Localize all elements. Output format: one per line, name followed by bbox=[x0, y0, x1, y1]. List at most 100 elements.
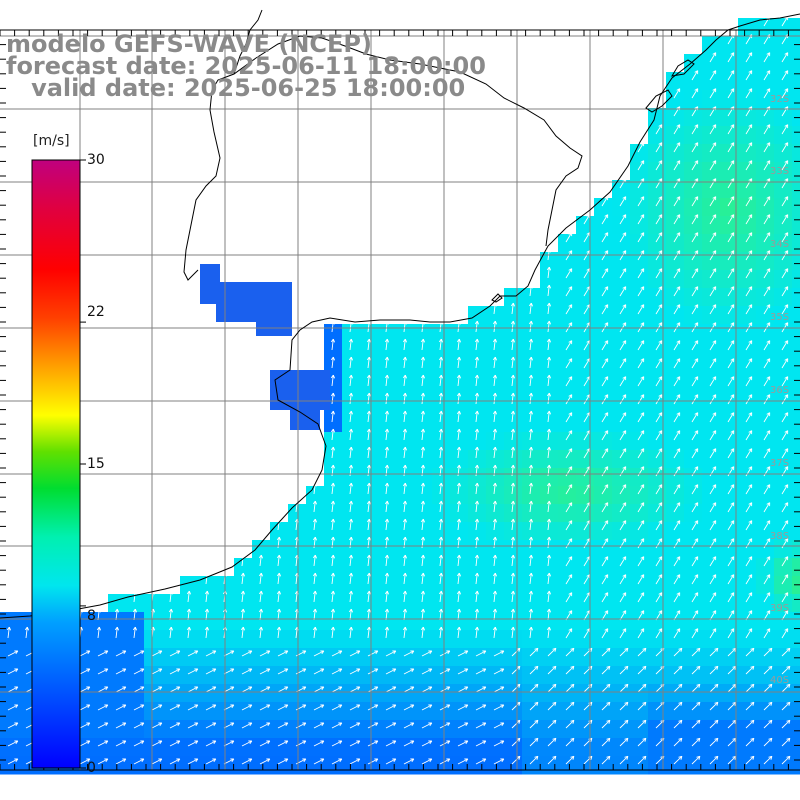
wind-arrow bbox=[673, 737, 683, 747]
wind-speed-cell bbox=[792, 558, 800, 577]
wind-arrow-head bbox=[368, 446, 372, 451]
wind-arrow-head bbox=[658, 124, 662, 127]
wind-arrow bbox=[727, 484, 735, 495]
wind-arrow bbox=[727, 683, 737, 693]
wind-arrow-head bbox=[528, 446, 532, 451]
wind-speed-cell bbox=[720, 720, 739, 739]
wind-arrow bbox=[511, 411, 514, 423]
wind-arrow-head bbox=[590, 720, 593, 724]
wind-arrow bbox=[745, 268, 753, 279]
wind-speed-cell bbox=[504, 630, 523, 649]
wind-speed-cell bbox=[288, 504, 307, 523]
wind-arrow-head bbox=[748, 106, 752, 109]
wind-arrow-head bbox=[530, 302, 534, 307]
wind-speed-cell bbox=[468, 306, 487, 325]
wind-arrow-head bbox=[422, 500, 426, 505]
wind-arrow-head bbox=[242, 626, 246, 631]
wind-arrow-head bbox=[384, 554, 388, 559]
wind-arrow-head bbox=[492, 428, 496, 433]
wind-speed-cell bbox=[612, 594, 631, 613]
wind-speed-cell bbox=[594, 324, 613, 343]
wind-arrow bbox=[457, 627, 460, 639]
wind-speed-cell bbox=[666, 756, 685, 775]
wind-arrow-head bbox=[696, 719, 701, 722]
wind-arrow bbox=[709, 556, 717, 567]
wind-speed-cell bbox=[594, 486, 613, 505]
wind-speed-cell bbox=[648, 594, 667, 613]
wind-arrow-head bbox=[456, 464, 460, 469]
wind-arrow bbox=[601, 701, 611, 711]
wind-arrow bbox=[619, 214, 627, 225]
wind-arrow-head bbox=[676, 322, 680, 325]
wind-arrow-head bbox=[195, 704, 199, 709]
wind-arrow bbox=[457, 686, 469, 693]
wind-arrow-head bbox=[260, 572, 264, 577]
wind-arrow-head bbox=[518, 666, 521, 670]
wind-speed-cell bbox=[684, 504, 703, 523]
wind-arrow-head bbox=[766, 610, 770, 613]
wind-arrow bbox=[367, 393, 370, 405]
wind-speed-cell bbox=[702, 648, 721, 667]
wind-arrow-head bbox=[678, 683, 683, 686]
wind-speed-cell bbox=[738, 684, 757, 703]
wind-arrow-head bbox=[712, 628, 716, 631]
wind-speed-cell bbox=[432, 486, 451, 505]
wind-speed-cell bbox=[738, 54, 757, 73]
wind-arrow-head bbox=[730, 358, 734, 361]
wind-speed-cell bbox=[540, 702, 559, 721]
wind-arrow-head bbox=[87, 722, 91, 727]
wind-arrow bbox=[565, 520, 573, 531]
wind-arrow-head bbox=[240, 626, 244, 631]
wind-arrow bbox=[637, 340, 645, 351]
wind-arrow-head bbox=[321, 722, 325, 727]
wind-arrow bbox=[655, 502, 663, 513]
wind-arrow-head bbox=[350, 374, 354, 379]
wind-arrow-head bbox=[766, 412, 770, 415]
wind-speed-cell bbox=[630, 522, 649, 541]
wind-arrow bbox=[205, 704, 217, 711]
wind-arrow bbox=[583, 286, 591, 297]
wind-speed-cell bbox=[702, 540, 721, 559]
wind-speed-cell bbox=[576, 450, 595, 469]
wind-speed-cell bbox=[504, 324, 523, 343]
wind-arrow-head bbox=[732, 665, 737, 668]
wind-arrow bbox=[601, 737, 611, 747]
wind-arrow bbox=[745, 647, 755, 657]
wind-arrow-head bbox=[411, 722, 415, 727]
wind-speed-cell bbox=[360, 540, 379, 559]
wind-arrow-head bbox=[177, 704, 181, 709]
wind-speed-cell bbox=[738, 162, 757, 181]
wind-arrow bbox=[511, 429, 514, 441]
wind-arrow-head bbox=[330, 356, 334, 361]
wind-arrow bbox=[385, 722, 397, 729]
wind-arrow-head bbox=[494, 356, 498, 361]
wind-arrow bbox=[727, 574, 735, 585]
wind-arrow bbox=[637, 592, 645, 603]
wind-arrow bbox=[619, 196, 627, 207]
wind-arrow-head bbox=[231, 722, 235, 727]
wind-arrow bbox=[655, 358, 663, 369]
wind-arrow-head bbox=[168, 626, 172, 631]
wind-arrow-head bbox=[332, 374, 336, 379]
wind-speed-cell bbox=[756, 18, 775, 37]
wind-arrow bbox=[421, 740, 433, 747]
wind-speed-cell bbox=[522, 468, 541, 487]
wind-arrow-head bbox=[752, 756, 755, 760]
wind-arrow-head bbox=[512, 320, 516, 325]
wind-arrow-head bbox=[375, 740, 379, 745]
wind-arrow-head bbox=[386, 482, 390, 487]
wind-arrow-head bbox=[568, 520, 572, 523]
wind-arrow-head bbox=[420, 356, 424, 361]
wind-arrow-head bbox=[440, 374, 444, 379]
wind-arrow bbox=[745, 304, 753, 315]
wind-arrow-head bbox=[766, 214, 770, 217]
wind-arrow-head bbox=[312, 554, 316, 559]
wind-arrow-head bbox=[404, 410, 408, 415]
wind-arrow bbox=[439, 519, 442, 531]
wind-arrow-head bbox=[404, 536, 408, 541]
wind-speed-cell bbox=[522, 540, 541, 559]
wind-arrow bbox=[565, 502, 573, 513]
wind-arrow-head bbox=[393, 740, 397, 745]
wind-arrow bbox=[763, 701, 773, 711]
wind-arrow bbox=[97, 740, 109, 747]
